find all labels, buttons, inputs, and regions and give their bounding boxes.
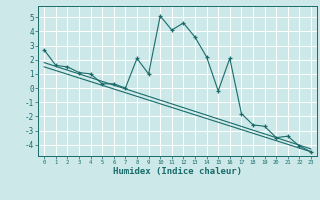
X-axis label: Humidex (Indice chaleur): Humidex (Indice chaleur) bbox=[113, 167, 242, 176]
